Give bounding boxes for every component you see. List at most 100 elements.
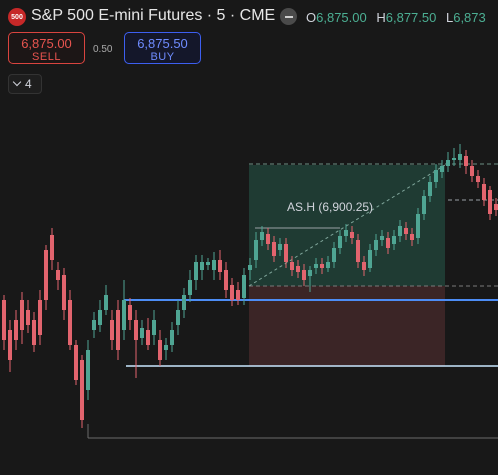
candle-body [230, 285, 234, 300]
candle [212, 252, 216, 280]
candle-body [416, 214, 420, 238]
symbol-title[interactable]: S&P 500 E-mini Futures · 5 · CME [31, 7, 276, 24]
candle [446, 152, 450, 172]
candle [482, 178, 486, 206]
candle [92, 312, 96, 338]
candle-body [272, 242, 276, 256]
candle [2, 295, 6, 350]
buy-button[interactable]: 6,875.50 BUY [124, 32, 201, 64]
candle [356, 234, 360, 268]
loss-zone [249, 286, 445, 366]
candle [308, 266, 312, 292]
horizontal-lines[interactable] [87, 299, 498, 439]
candle [392, 230, 396, 250]
candle-body [350, 232, 354, 238]
candle [224, 262, 228, 298]
candle-body [182, 295, 186, 310]
candle [332, 242, 336, 268]
candle-body [422, 196, 426, 214]
candle-body [428, 182, 432, 196]
indicators-count: 4 [25, 77, 32, 91]
candle-body [44, 250, 48, 300]
candle-body [122, 300, 126, 330]
candle-body [314, 264, 318, 268]
candle [410, 228, 414, 246]
candle-body [380, 236, 384, 240]
candle-body [146, 330, 150, 345]
candle-body [104, 295, 108, 310]
candle-body [14, 320, 18, 340]
candle [86, 340, 90, 400]
candle-body [80, 360, 84, 420]
candle-body [116, 310, 120, 350]
candle-body [482, 184, 486, 200]
candle-body [320, 264, 324, 268]
candle-body [284, 244, 288, 262]
sell-price: 6,875.00 [21, 36, 72, 51]
candle-body [212, 260, 216, 270]
candle-body [224, 270, 228, 290]
candle-body [392, 236, 396, 244]
candle [152, 310, 156, 345]
candle [254, 232, 258, 268]
candle [200, 255, 204, 280]
candle [284, 238, 288, 268]
candle-body [218, 260, 222, 272]
candle [134, 310, 138, 378]
candle-body [248, 265, 252, 270]
candle-body [134, 320, 138, 340]
indicators-toggle-button[interactable]: 4 [8, 74, 42, 94]
candle [182, 288, 186, 318]
candle-body [242, 275, 246, 298]
candle [140, 320, 144, 345]
candle-body [452, 158, 456, 160]
candle [248, 258, 252, 280]
high-value: 6,877.50 [385, 10, 437, 25]
candle-body [200, 262, 204, 270]
candle [44, 245, 48, 310]
open-key: O [306, 10, 317, 25]
candle [314, 258, 318, 274]
candle-body [26, 310, 30, 325]
candle-body [290, 262, 294, 270]
candle-body [38, 300, 42, 335]
candle [494, 198, 498, 216]
candle [302, 264, 306, 286]
candle-body [176, 310, 180, 325]
candle [440, 160, 444, 178]
candle [476, 170, 480, 188]
candle [74, 340, 78, 385]
spread-value: 0.50 [93, 44, 113, 55]
candle [32, 312, 36, 352]
candle-body [266, 234, 270, 244]
sell-button[interactable]: 6,875.00 SELL [8, 32, 85, 64]
candle [116, 300, 120, 360]
candle-body [470, 166, 474, 176]
candle-body [68, 300, 72, 345]
candle-body [62, 275, 66, 310]
candle-body [404, 228, 408, 234]
candle-body [8, 330, 12, 360]
candle-body [110, 320, 114, 340]
candle-body [170, 330, 174, 345]
buy-price: 6,875.50 [137, 36, 188, 51]
low-key: L [445, 10, 454, 25]
candle-body [494, 204, 498, 210]
candle-body [302, 270, 306, 280]
candle [320, 258, 324, 274]
candle-body [440, 166, 444, 172]
candle-body [308, 270, 312, 276]
collapse-legend-button[interactable] [280, 8, 297, 25]
candle [272, 236, 276, 262]
candle-body [434, 170, 438, 182]
candle [344, 224, 348, 242]
candle [14, 310, 18, 350]
candle [350, 226, 354, 244]
candle-body [128, 305, 132, 320]
candle-body [164, 345, 168, 350]
ohlc-values: O6,875.00 H6,877.50 L6,873 [306, 10, 492, 25]
candle-body [188, 280, 192, 295]
candle-body [86, 350, 90, 390]
sell-label: SELL [32, 51, 61, 63]
